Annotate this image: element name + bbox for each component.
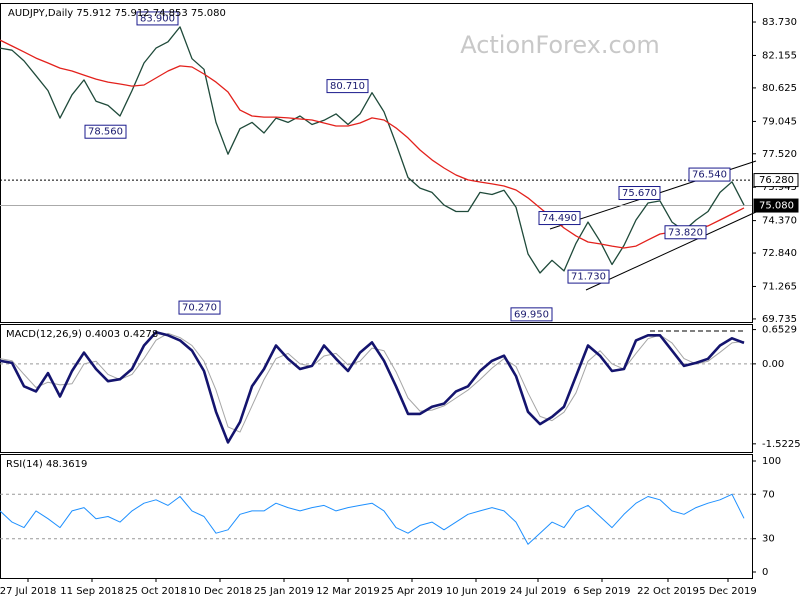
rsi-panel (0, 454, 753, 579)
series-line (0, 493, 745, 545)
x-tick-label: 5 Dec 2019 (699, 586, 757, 597)
y-tick-label: 70 (762, 489, 775, 500)
series-line (0, 39, 745, 249)
y-tick-label: 0 (762, 567, 768, 578)
panel-title: RSI(14) 48.3619 (6, 459, 87, 470)
x-tick-label: 12 Mar 2019 (316, 586, 379, 597)
y-tick-label: 0.00 (762, 359, 784, 370)
price-panel (0, 3, 753, 323)
watermark: ActionForex.com (460, 31, 660, 59)
y-tick-label: 100 (762, 456, 781, 467)
x-tick-label: 11 Sep 2018 (60, 586, 123, 597)
annotation-box (136, 11, 179, 26)
y-tick-label: 74.370 (762, 216, 797, 227)
y-tick-label: -1.5225 (762, 439, 800, 450)
x-tick-label: 6 Sep 2019 (573, 586, 630, 597)
annotation-label: 76.540 (692, 170, 727, 181)
annotation-box (326, 79, 369, 94)
price-tag-label: 75.080 (759, 201, 794, 212)
x-tick-label: 27 Jul 2018 (0, 586, 56, 597)
annotation-label: 69.950 (514, 309, 549, 320)
y-tick-label: 30 (762, 534, 775, 545)
y-tick-label: 77.520 (762, 149, 797, 160)
series-line (0, 332, 745, 433)
x-tick-label: 25 Jan 2019 (254, 586, 314, 597)
price-tag (753, 173, 799, 188)
x-tick-label: 10 Jun 2019 (446, 586, 506, 597)
y-tick-label: 83.730 (762, 17, 797, 28)
annotation-box (510, 307, 553, 322)
x-tick-label: 24 Jul 2019 (510, 586, 567, 597)
y-tick-label: 80.625 (762, 83, 797, 94)
annotation-label: 71.730 (571, 272, 606, 283)
x-tick-label: 25 Apr 2019 (381, 586, 443, 597)
annotation-label: 83.900 (140, 13, 175, 24)
channel-lower (585, 211, 757, 291)
x-tick-label: 25 Oct 2018 (125, 586, 187, 597)
panel-title: AUDJPY,Daily 75.912 75.912 74.853 75.080 (8, 8, 226, 19)
annotation-box (84, 124, 127, 139)
annotation-box (538, 211, 581, 226)
annotation-box (688, 167, 731, 182)
y-tick-label: 75.945 (762, 182, 797, 193)
annotation-label: 73.820 (668, 227, 703, 238)
y-tick-label: 79.045 (762, 116, 797, 127)
series-line (0, 26, 745, 274)
price-tag-label: 76.280 (759, 175, 794, 186)
y-tick-label: 72.840 (762, 248, 797, 259)
x-tick-label: 10 Dec 2018 (188, 586, 252, 597)
y-tick-label: 71.265 (762, 281, 797, 292)
y-tick-label: 0.6529 (762, 325, 797, 336)
annotation-box (567, 269, 610, 284)
annotation-label: 74.490 (542, 213, 577, 224)
annotation-label: 75.670 (622, 188, 657, 199)
annotation-label: 78.560 (88, 127, 123, 138)
annotation-box (664, 225, 707, 240)
y-tick-label: 69.735 (762, 314, 797, 325)
annotation-label: 80.710 (330, 81, 365, 92)
annotation-box (178, 300, 221, 315)
price-tag (753, 198, 799, 213)
panel-title: MACD(12,26,9) 0.4003 0.4278 (6, 329, 158, 340)
annotation-box (618, 186, 661, 201)
y-tick-label: 82.155 (762, 50, 797, 61)
macd-panel (0, 324, 753, 453)
annotation-label: 70.270 (182, 303, 217, 314)
series-line (0, 330, 745, 444)
x-tick-label: 22 Oct 2019 (637, 586, 699, 597)
